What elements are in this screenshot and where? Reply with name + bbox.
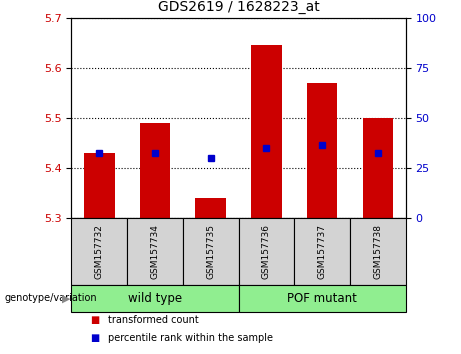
Text: ■: ■ [90,333,99,343]
Bar [307,83,337,218]
Title: GDS2619 / 1628223_at: GDS2619 / 1628223_at [158,0,319,14]
Text: genotype/variation: genotype/variation [5,293,97,303]
Bar [183,218,238,285]
Bar [195,198,226,218]
Bar [127,218,183,285]
Text: ▶: ▶ [62,293,71,303]
Text: POF mutant: POF mutant [287,292,357,305]
Text: GSM157738: GSM157738 [373,224,382,279]
Bar [71,285,239,312]
Bar [238,218,294,285]
Bar [84,153,115,218]
Text: GSM157734: GSM157734 [150,224,160,279]
Text: transformed count: transformed count [108,315,199,325]
Bar [71,218,127,285]
Text: ■: ■ [90,315,99,325]
Text: GSM157737: GSM157737 [318,224,327,279]
Text: GSM157735: GSM157735 [206,224,215,279]
Bar [294,218,350,285]
Text: wild type: wild type [128,292,182,305]
Bar [251,45,282,218]
Bar [140,123,170,218]
Text: GSM157736: GSM157736 [262,224,271,279]
Text: percentile rank within the sample: percentile rank within the sample [108,333,273,343]
Bar [350,218,406,285]
Text: GSM157732: GSM157732 [95,224,104,279]
Bar [362,118,393,218]
Bar [238,285,406,312]
